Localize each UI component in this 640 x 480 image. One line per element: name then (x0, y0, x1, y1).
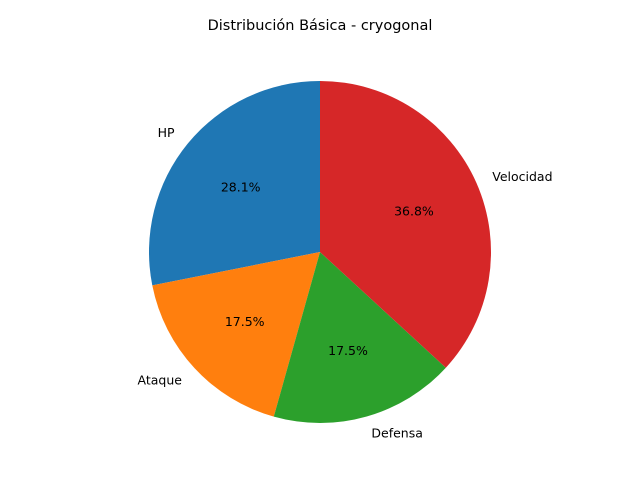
percent-label-ataque: 17.5% (225, 314, 265, 329)
pie-slice-ataque (152, 252, 320, 417)
percent-label-hp: 28.1% (221, 179, 261, 194)
pie-slice-velocidad (320, 81, 491, 368)
percent-label-defensa: 17.5% (328, 343, 368, 358)
percent-labels: 28.1% 17.5% 17.5% 36.8% (221, 179, 434, 358)
category-label-velocidad: Velocidad (492, 169, 552, 184)
category-label-ataque: Ataque (138, 372, 183, 387)
pie-slices (148, 81, 491, 423)
pie-slice-defensa (273, 252, 446, 423)
category-label-hp: HP (158, 125, 175, 140)
category-label-defensa: Defensa (371, 425, 423, 440)
chart-title: Distribución Básica - cryogonal (208, 18, 433, 34)
category-labels: HP Ataque Defensa Velocidad (138, 125, 553, 440)
percent-label-velocidad: 36.8% (394, 203, 434, 218)
pie-slice-hp (148, 81, 320, 286)
